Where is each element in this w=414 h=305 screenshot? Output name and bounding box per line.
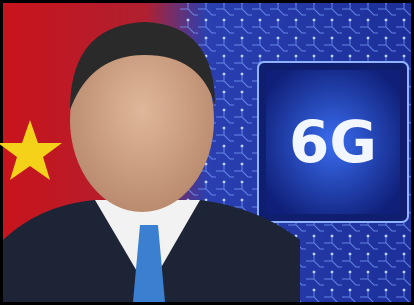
photo: 6G: [0, 0, 414, 305]
chip-label: 6G: [289, 108, 377, 176]
page: 6G (() => { const data = JSON.parse(docu…: [0, 0, 414, 305]
